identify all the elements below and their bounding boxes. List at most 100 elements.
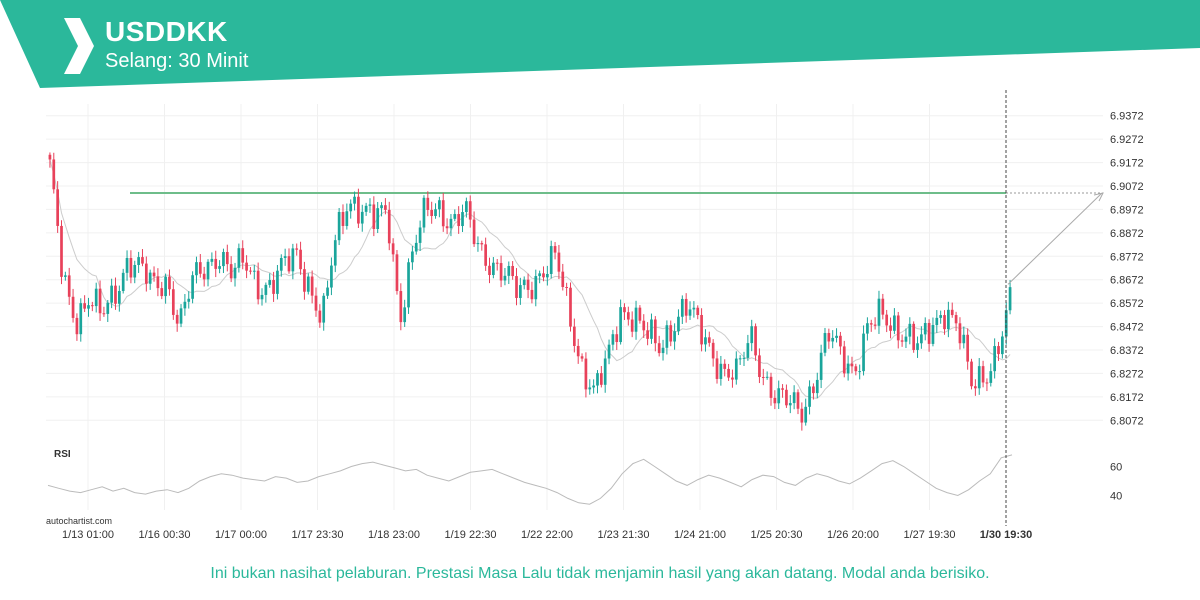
rsi-panel — [47, 454, 1013, 505]
candle-body — [831, 337, 835, 342]
candle-body — [337, 211, 341, 241]
candle-body — [731, 377, 734, 380]
candle-body — [264, 284, 268, 295]
candle-body — [1008, 287, 1012, 311]
candle-body — [773, 397, 777, 404]
candle-body — [60, 225, 63, 277]
rsi-label: RSI — [54, 449, 71, 460]
candle-body — [846, 363, 850, 374]
candle-body — [869, 323, 873, 325]
candle-body — [677, 316, 680, 332]
candle-body — [889, 325, 892, 331]
time-tick-label: 1/22 22:00 — [521, 529, 573, 541]
rsi-tick-label: 40 — [1110, 491, 1122, 503]
candle-body — [835, 335, 838, 338]
candle-body — [133, 264, 137, 278]
candle-body — [943, 315, 946, 330]
candle-body — [137, 257, 140, 265]
candle-body — [623, 307, 626, 313]
time-axis: 1/13 01:00 1/16 00:30 1/17 00:00 1/17 23:30… — [62, 529, 1032, 541]
candle-body — [781, 388, 784, 390]
candle-body — [796, 392, 800, 409]
candle-body — [75, 317, 79, 335]
candle-body — [364, 205, 368, 212]
candle-body — [877, 298, 881, 326]
candle-body — [488, 265, 491, 276]
candle-body — [707, 337, 711, 343]
candle-body — [738, 358, 742, 360]
candle-body — [457, 214, 461, 227]
candle-body — [815, 379, 819, 394]
candle-body — [553, 246, 557, 253]
candle-body — [908, 323, 912, 337]
candle-body — [538, 273, 541, 277]
price-tick-label: 6.8172 — [1110, 392, 1144, 404]
candle-body — [87, 305, 90, 309]
candle-body — [561, 271, 565, 287]
candle-body — [565, 286, 568, 288]
price-tick-label: 6.9272 — [1110, 134, 1144, 146]
rsi-axis: 60 40 — [1110, 462, 1122, 503]
candle-body — [939, 315, 943, 318]
candle-body — [765, 376, 769, 378]
candle-body — [380, 205, 383, 209]
candle-body — [700, 315, 703, 345]
candle-body — [661, 347, 665, 354]
projection-arrow — [1007, 192, 1104, 285]
candle-body — [353, 196, 356, 204]
candle-body — [187, 298, 191, 302]
candle-body — [225, 251, 229, 265]
candle-body — [954, 315, 958, 324]
candle-body — [923, 323, 927, 335]
candle-body — [395, 254, 399, 292]
time-tick-label: 1/16 00:30 — [139, 529, 191, 541]
candle-body — [125, 257, 129, 273]
candle-body — [279, 257, 283, 271]
candle-body — [171, 289, 175, 315]
candle-body — [71, 296, 75, 318]
candle-body — [117, 290, 121, 304]
candle-body — [947, 309, 950, 330]
disclaimer: Ini bukan nasihat pelaburan. Prestasi Ma… — [210, 565, 990, 582]
candle-body — [873, 324, 877, 326]
candle-body — [989, 371, 993, 383]
candle-body — [472, 219, 476, 245]
price-tick-label: 6.8872 — [1110, 228, 1144, 240]
candle-body — [711, 342, 715, 359]
price-axis: 6.9372 6.9272 6.9172 6.9072 6.8972 6.8872 6.87… — [1110, 111, 1144, 428]
candle-body — [222, 251, 225, 267]
candle-body — [792, 392, 796, 404]
candle-body — [530, 289, 534, 300]
time-tick-label: 1/30 19:30 — [980, 529, 1033, 541]
candles — [48, 152, 1012, 431]
price-tick-label: 6.8072 — [1110, 415, 1144, 427]
candle-body — [249, 270, 252, 272]
rsi-line — [47, 454, 1013, 505]
candle-body — [484, 244, 488, 266]
candle-body — [160, 288, 164, 297]
candle-body — [715, 358, 719, 379]
candle-body — [630, 319, 634, 332]
candle-body — [276, 270, 279, 294]
candle-body — [580, 356, 584, 359]
price-tick-label: 6.8572 — [1110, 298, 1144, 310]
time-tick-label: 1/19 22:30 — [445, 529, 497, 541]
candle-body — [252, 270, 256, 272]
candle-body — [896, 315, 900, 341]
candle-body — [970, 361, 973, 387]
candle-body — [461, 212, 464, 227]
logo-icon — [64, 18, 94, 74]
candle-body — [916, 343, 919, 350]
candle-body — [812, 386, 815, 394]
candle-body — [673, 331, 676, 342]
candle-body — [503, 275, 507, 281]
candle-body — [611, 334, 615, 345]
candle-body — [893, 315, 896, 331]
candle-body — [202, 273, 206, 280]
price-tick-label: 6.9372 — [1110, 111, 1144, 123]
rsi-tick-label: 60 — [1110, 462, 1122, 474]
candle-body — [237, 248, 241, 268]
candle-body — [862, 333, 865, 372]
candle-body — [52, 159, 56, 190]
candle-body — [445, 226, 449, 229]
